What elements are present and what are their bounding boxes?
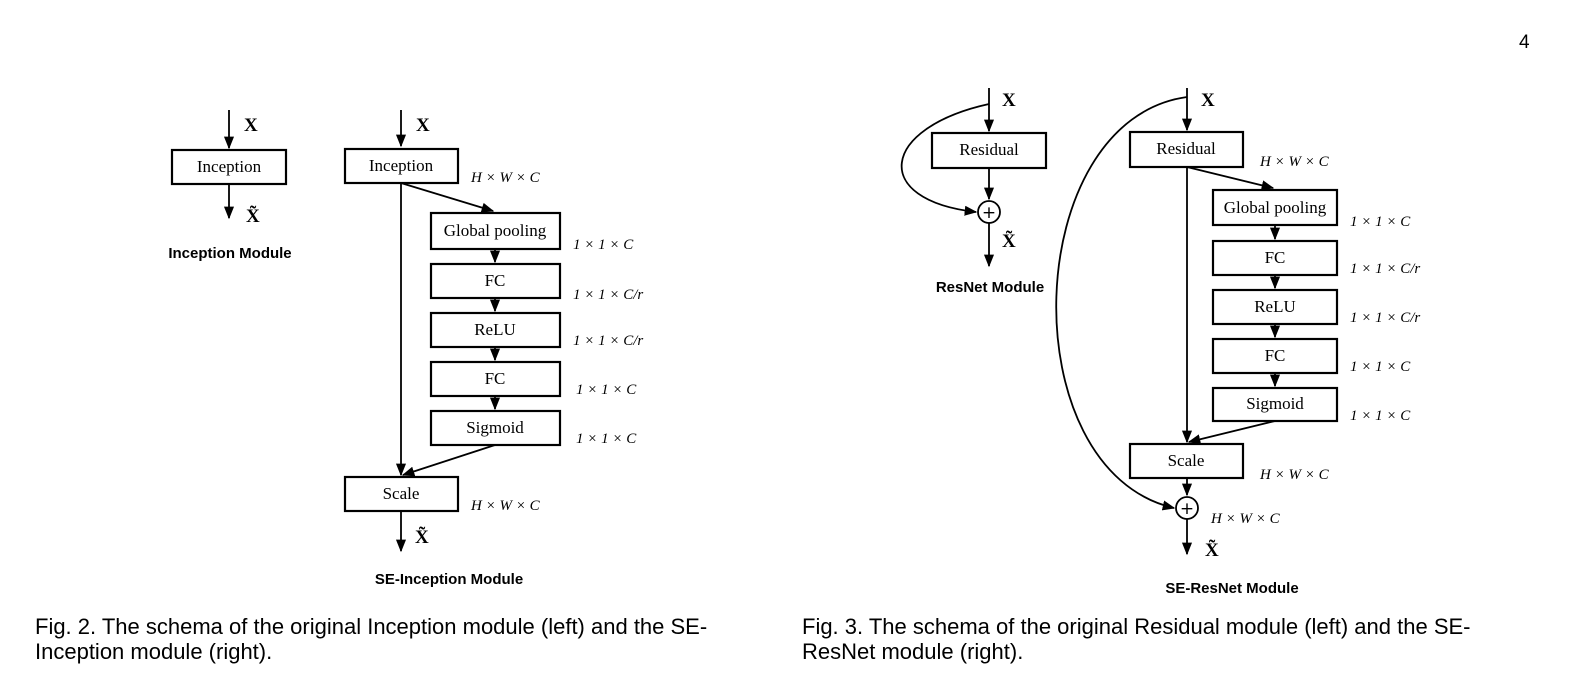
fc2-dim-label: 1 × 1 × C — [1350, 359, 1411, 375]
input-x-label: X — [1002, 90, 1016, 111]
fc2-label: FC — [485, 369, 506, 388]
fc2-dim-label: 1 × 1 × C — [576, 382, 637, 398]
output-x-tilde-label: X̃ — [1002, 231, 1016, 252]
fc1-block — [1211, 239, 1339, 277]
fc1-dim-label: 1 × 1 × C/r — [1350, 261, 1420, 277]
sum-symbol: + — [982, 203, 996, 223]
residual-dim-label: H × W × C — [1259, 154, 1330, 170]
global-pooling-label: Global pooling — [444, 221, 547, 240]
sigmoid-to-scale-arrow — [401, 444, 496, 477]
fc1-dim-label: 1 × 1 × C/r — [573, 287, 643, 303]
global-pooling-dim-label: 1 × 1 × C — [573, 237, 634, 253]
relu-dim-label: 1 × 1 × C/r — [1350, 310, 1420, 326]
sum-symbol: + — [1180, 499, 1194, 519]
sigmoid-to-scale-arrow — [1187, 420, 1276, 445]
input-x-label: X — [244, 115, 258, 136]
sigmoid-dim-label: 1 × 1 × C — [576, 431, 637, 447]
relu-block — [429, 311, 562, 349]
output-x-tilde-label: X̃ — [246, 206, 260, 227]
relu-label: ReLU — [474, 320, 516, 339]
resnet-module-title: ResNet Module — [936, 279, 1044, 296]
fc1-label: FC — [485, 271, 506, 290]
global-pooling-label: Global pooling — [1224, 198, 1327, 217]
fig3-caption: Fig. 3. The schema of the original Resid… — [802, 614, 1471, 664]
global-pooling-dim-label: 1 × 1 × C — [1350, 214, 1411, 230]
global-pooling-block — [429, 211, 562, 251]
inception-block-label: Inception — [197, 157, 262, 176]
sigmoid-block — [429, 409, 562, 447]
output-x-tilde-label: X̃ — [415, 527, 429, 548]
figures-canvas: X Inception X̃ Inception Module X Incept… — [168, 88, 1420, 597]
fc1-label: FC — [1265, 248, 1286, 267]
scale-dim-label: H × W × C — [1259, 467, 1330, 483]
se-resnet-module-title: SE-ResNet Module — [1165, 580, 1298, 597]
sum-dim-label: H × W × C — [1210, 511, 1281, 527]
branch-arrow — [1186, 166, 1275, 191]
scale-dim-label: H × W × C — [470, 498, 541, 514]
scale-label: Scale — [383, 484, 420, 503]
inception-module-diagram: X Inception X̃ Inception Module — [168, 110, 292, 262]
se-inception-module-title: SE-Inception Module — [375, 571, 523, 588]
sigmoid-label: Sigmoid — [1246, 394, 1304, 413]
input-x-label: X — [416, 115, 430, 136]
residual-block — [1128, 130, 1245, 169]
global-pooling-block — [1211, 188, 1339, 227]
scale-block — [1128, 442, 1245, 480]
sigmoid-label: Sigmoid — [466, 418, 524, 437]
input-x-label: X — [1201, 90, 1215, 111]
residual-block — [930, 131, 1048, 170]
scale-label: Scale — [1168, 451, 1205, 470]
inception-block-label: Inception — [369, 156, 434, 175]
fc2-label: FC — [1265, 346, 1286, 365]
se-resnet-module-diagram: X Residual H × W × C Global pooling 1 × … — [1055, 88, 1420, 597]
fig2-caption: Fig. 2. The schema of the original Incep… — [35, 614, 708, 664]
inception-block — [343, 147, 460, 185]
skip-connection-arrow — [900, 103, 990, 216]
residual-block-label: Residual — [1156, 139, 1216, 158]
scale-block — [343, 475, 460, 513]
output-x-tilde-label: X̃ — [1205, 540, 1219, 561]
branch-arrow — [400, 182, 495, 213]
relu-block — [1211, 288, 1339, 326]
skip-connection-arrow — [1055, 96, 1188, 511]
relu-dim-label: 1 × 1 × C/r — [573, 333, 643, 349]
inception-dim-label: H × W × C — [470, 170, 541, 186]
resnet-module-diagram: X Residual + X̃ ResNet Module — [900, 88, 1048, 296]
residual-block-label: Residual — [959, 140, 1019, 159]
sigmoid-dim-label: 1 × 1 × C — [1350, 408, 1411, 424]
se-inception-module-diagram: X Inception H × W × C Global pooling 1 ×… — [343, 110, 643, 588]
relu-label: ReLU — [1254, 297, 1296, 316]
fc1-block — [429, 262, 562, 300]
fc2-block — [429, 360, 562, 398]
page-number: 4 — [1519, 32, 1530, 53]
inception-module-title: Inception Module — [168, 245, 291, 262]
